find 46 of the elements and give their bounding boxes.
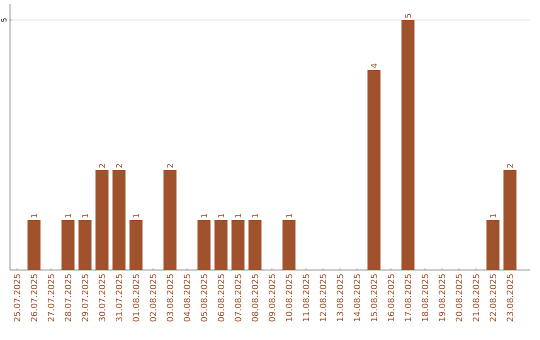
x-tick-label: 04.08.2025 [184,274,190,322]
x-tick-label: 09.08.2025 [268,274,276,322]
x-tick-label: 19.08.2025 [438,274,446,322]
x-tick-label: 14.08.2025 [354,274,360,322]
x-tick-label: 18.08.2025 [422,274,428,322]
bar [282,220,296,270]
x-tick-label: 29.07.2025 [82,274,88,322]
bar [214,220,228,270]
bar [163,170,176,270]
bar [78,220,92,270]
x-tick-label: 30.07.2025 [98,274,106,322]
bar [129,220,142,270]
bar [401,20,414,270]
x-tick-label: 23.08.2025 [506,274,514,322]
bar [197,220,210,270]
x-tick-label: 28.07.2025 [64,274,72,322]
x-tick-label: 27.07.2025 [48,274,54,322]
x-tick-label: 08.08.2025 [252,274,258,322]
bar [112,170,126,270]
x-tick-label: 21.08.2025 [472,274,480,322]
x-tick-label: 05.08.2025 [200,274,208,322]
x-tick-label: 16.08.2025 [388,274,394,322]
x-tick-label: 25.07.2025 [14,274,20,322]
bar [62,220,74,270]
x-tick-label: 20.08.2025 [456,274,462,322]
x-tick-label: 17.08.2025 [404,274,412,322]
bar [95,170,108,270]
x-tick-label: 06.08.2025 [218,274,224,322]
bar [486,220,500,270]
x-tick-label: 11.08.2025 [302,274,310,322]
x-tick-label: 15.08.2025 [370,274,378,322]
x-tick-label: 31.07.2025 [116,274,122,322]
x-tick-label: 13.08.2025 [336,274,344,322]
x-tick-label: 03.08.2025 [166,274,174,322]
x-tick-label: 07.08.2025 [234,274,242,322]
x-tick-label: 02.08.2025 [150,274,156,322]
x-tick-label: 22.08.2025 [490,274,496,322]
x-tick-label: 01.08.2025 [132,274,140,322]
bar [367,70,380,270]
bar [248,220,262,270]
x-tick-label: 26.07.2025 [30,274,38,322]
x-tick-label: 10.08.2025 [286,274,292,322]
bar [28,220,41,270]
x-tick-label: 12.08.2025 [320,274,326,322]
bar [231,220,244,270]
bar [503,170,516,270]
